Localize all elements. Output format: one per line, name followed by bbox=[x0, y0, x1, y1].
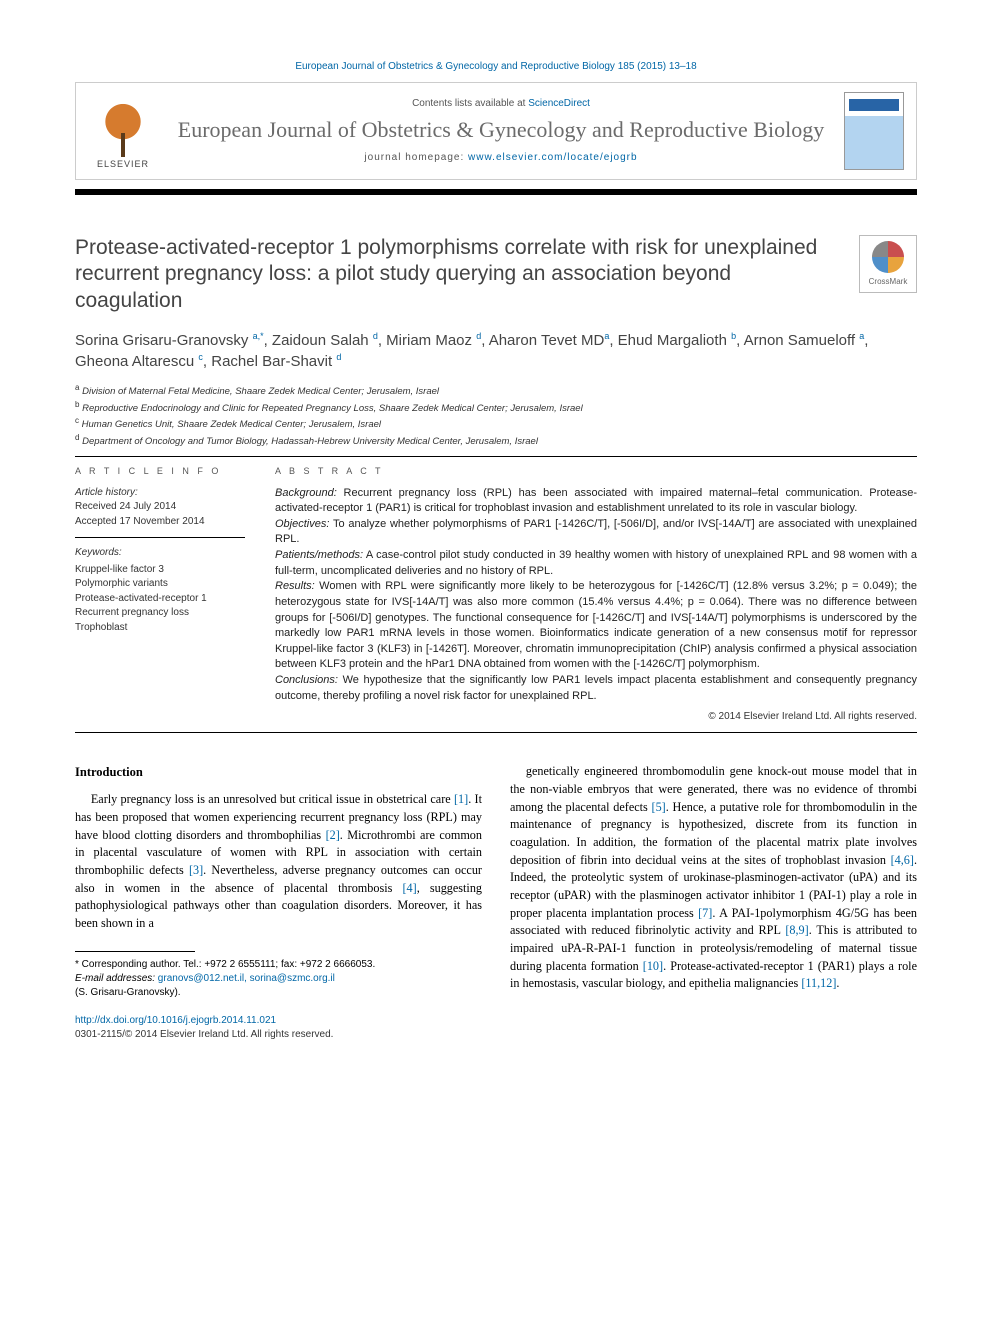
affiliations: a Division of Maternal Fetal Medicine, S… bbox=[75, 382, 917, 448]
divider bbox=[75, 456, 917, 457]
top-citation: European Journal of Obstetrics & Gynecol… bbox=[75, 60, 917, 74]
homepage-prefix: journal homepage: bbox=[364, 152, 468, 163]
article-history: Article history: Received 24 July 2014 A… bbox=[75, 486, 245, 539]
homepage-line: journal homepage: www.elsevier.com/locat… bbox=[168, 151, 834, 165]
ref-link[interactable]: [10] bbox=[643, 959, 663, 973]
body-col-right: genetically engineered thrombomodulin ge… bbox=[510, 763, 917, 1042]
contents-prefix: Contents lists available at bbox=[412, 98, 528, 109]
article-title: Protease-activated-receptor 1 polymorphi… bbox=[75, 235, 839, 314]
keyword: Kruppel-like factor 3 bbox=[75, 563, 245, 578]
keyword: Trophoblast bbox=[75, 621, 245, 636]
masthead: ELSEVIER Contents lists available at Sci… bbox=[75, 82, 917, 180]
author-paren: (S. Grisaru-Granovsky). bbox=[75, 986, 482, 1000]
journal-cover-thumb bbox=[844, 92, 904, 170]
contents-line: Contents lists available at ScienceDirec… bbox=[168, 97, 834, 111]
journal-name: European Journal of Obstetrics & Gynecol… bbox=[168, 117, 834, 142]
ref-link[interactable]: [3] bbox=[189, 863, 203, 877]
elsevier-tree-icon bbox=[99, 102, 147, 158]
received-date: Received 24 July 2014 bbox=[75, 500, 245, 515]
ref-link[interactable]: [1] bbox=[454, 792, 468, 806]
body-col-left: Introduction Early pregnancy loss is an … bbox=[75, 763, 482, 1042]
elsevier-logo: ELSEVIER bbox=[88, 91, 158, 171]
ref-link[interactable]: [2] bbox=[326, 828, 340, 842]
keyword: Recurrent pregnancy loss bbox=[75, 606, 245, 621]
keywords-label: Keywords: bbox=[75, 546, 245, 561]
intro-heading: Introduction bbox=[75, 763, 482, 781]
sciencedirect-link[interactable]: ScienceDirect bbox=[528, 98, 590, 109]
footnotes: * Corresponding author. Tel.: +972 2 655… bbox=[75, 958, 482, 1000]
ref-link[interactable]: [7] bbox=[698, 906, 712, 920]
issn-copyright: 0301-2115/© 2014 Elsevier Ireland Ltd. A… bbox=[75, 1028, 482, 1042]
history-label: Article history: bbox=[75, 486, 245, 501]
keyword: Polymorphic variants bbox=[75, 577, 245, 592]
article-info-head: A R T I C L E I N F O bbox=[75, 465, 245, 478]
ref-link[interactable]: [4,6] bbox=[891, 853, 914, 867]
elsevier-wordmark: ELSEVIER bbox=[97, 158, 149, 171]
crossmark-label: CrossMark bbox=[869, 276, 908, 287]
keywords-block: Keywords: Kruppel-like factor 3Polymorph… bbox=[75, 546, 245, 635]
corresponding-author: * Corresponding author. Tel.: +972 2 655… bbox=[75, 958, 482, 972]
accepted-date: Accepted 17 November 2014 bbox=[75, 515, 245, 530]
body-columns: Introduction Early pregnancy loss is an … bbox=[75, 763, 917, 1042]
author-email-link[interactable]: granovs@012.net.il, sorina@szmc.org.il bbox=[155, 973, 335, 984]
abstract-head: A B S T R A C T bbox=[275, 465, 917, 478]
ref-link[interactable]: [4] bbox=[402, 881, 416, 895]
divider bbox=[75, 732, 917, 733]
email-label: E-mail addresses: bbox=[75, 973, 155, 984]
doi-block: http://dx.doi.org/10.1016/j.ejogrb.2014.… bbox=[75, 1014, 482, 1042]
crossmark-icon bbox=[872, 241, 904, 273]
keyword: Protease-activated-receptor 1 bbox=[75, 592, 245, 607]
intro-para-1: Early pregnancy loss is an unresolved bu… bbox=[75, 791, 482, 933]
crossmark-badge[interactable]: CrossMark bbox=[859, 235, 917, 293]
author-list: Sorina Grisaru-Granovsky a,*, Zaidoun Sa… bbox=[75, 330, 917, 373]
masthead-divider bbox=[75, 189, 917, 195]
abstract-body: Background: Recurrent pregnancy loss (RP… bbox=[275, 486, 917, 705]
intro-para-2: genetically engineered thrombomodulin ge… bbox=[510, 763, 917, 993]
footnote-separator bbox=[75, 951, 195, 952]
ref-link[interactable]: [5] bbox=[652, 800, 666, 814]
ref-link[interactable]: [11,12] bbox=[801, 976, 836, 990]
ref-link[interactable]: [8,9] bbox=[785, 923, 808, 937]
doi-link[interactable]: http://dx.doi.org/10.1016/j.ejogrb.2014.… bbox=[75, 1014, 482, 1028]
abstract-copyright: © 2014 Elsevier Ireland Ltd. All rights … bbox=[275, 710, 917, 724]
homepage-link[interactable]: www.elsevier.com/locate/ejogrb bbox=[468, 152, 638, 163]
